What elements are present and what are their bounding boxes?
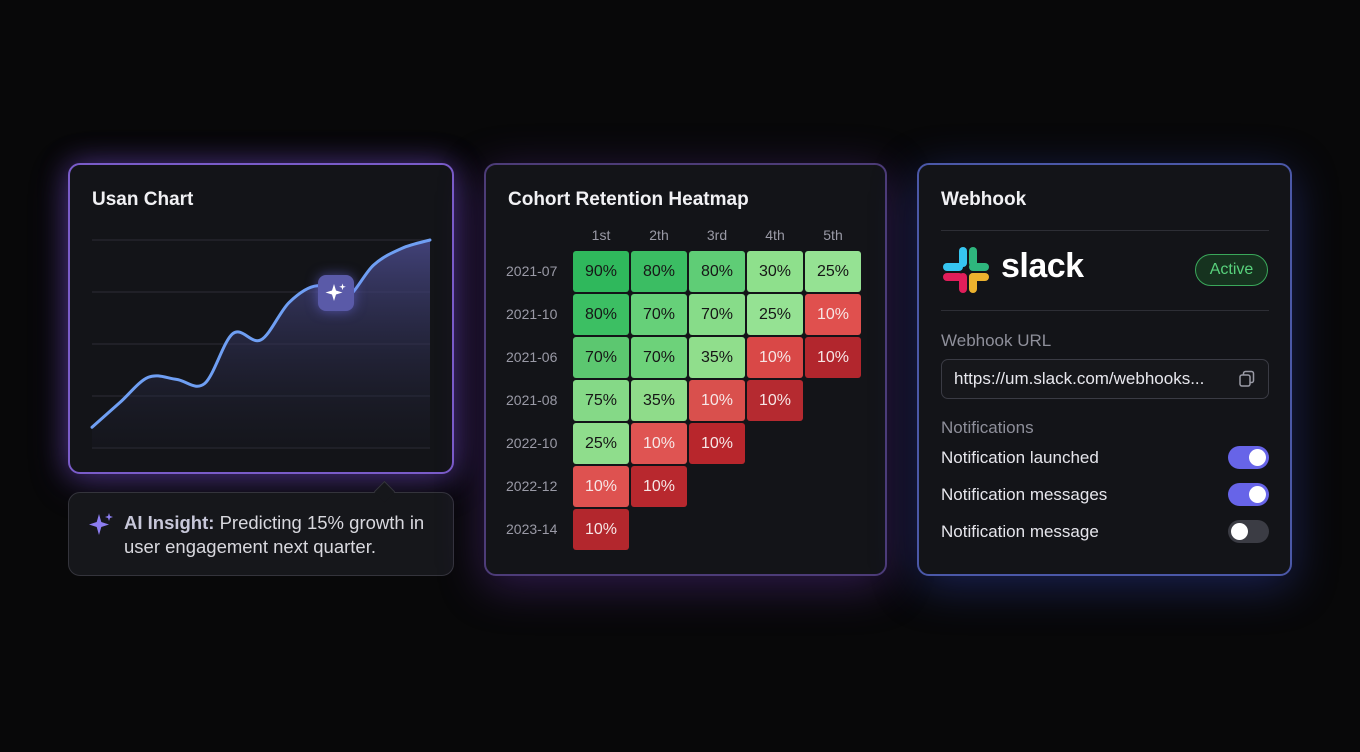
ai-insight-card: AI Insight: Predicting 15% growth in use… [68, 480, 454, 576]
notification-toggle[interactable] [1228, 520, 1269, 543]
notification-label: Notification messages [941, 485, 1108, 504]
heatmap-cell[interactable]: 25% [805, 251, 861, 292]
usage-chart-title: Usan Chart [92, 189, 194, 210]
heatmap-cell[interactable]: 10% [805, 294, 861, 335]
heatmap-cell[interactable]: 10% [747, 380, 803, 421]
slack-wordmark: slack [1001, 247, 1084, 285]
webhook-card: Webhook slack Active Webhook URL https:/… [917, 163, 1292, 576]
heatmap-cell[interactable]: 10% [689, 423, 745, 464]
webhook-url-label: Webhook URL [941, 331, 1052, 350]
heatmap-title: Cohort Retention Heatmap [508, 189, 749, 210]
toggle-knob [1231, 523, 1248, 540]
heatmap-cell[interactable]: 70% [631, 337, 687, 378]
divider [941, 230, 1269, 231]
heatmap-cell[interactable]: 35% [689, 337, 745, 378]
toggle-knob [1249, 486, 1266, 503]
heatmap-row-label: 2022-10 [506, 435, 558, 451]
usage-area-fill [92, 240, 430, 448]
notification-row: Notification launched [941, 446, 1269, 472]
heatmap-cell[interactable]: 30% [747, 251, 803, 292]
heatmap-cell[interactable]: 80% [631, 251, 687, 292]
heatmap-row-label: 2022-12 [506, 478, 558, 494]
copy-icon[interactable] [1238, 370, 1256, 388]
heatmap-cell[interactable]: 80% [573, 294, 629, 335]
heatmap-cell[interactable]: 25% [573, 423, 629, 464]
insight-text: AI Insight: Predicting 15% growth in use… [124, 511, 434, 559]
heatmap-cell[interactable]: 90% [573, 251, 629, 292]
usage-chart-card: Usan Chart [68, 163, 454, 474]
status-badge: Active [1195, 254, 1268, 286]
webhook-url-value: https://um.slack.com/webhooks... [954, 369, 1205, 388]
webhook-title: Webhook [941, 189, 1027, 210]
toggle-knob [1249, 449, 1266, 466]
heatmap-cell[interactable]: 70% [689, 294, 745, 335]
notifications-label: Notifications [941, 418, 1034, 437]
notification-row: Notification messages [941, 483, 1269, 509]
heatmap-cell[interactable]: 75% [573, 380, 629, 421]
heatmap-cell[interactable]: 35% [631, 380, 687, 421]
sparkle-icon [89, 513, 113, 535]
heatmap-row-label: 2021-07 [506, 263, 558, 279]
insight-body: Predicting 15% growth in user engagement… [124, 512, 425, 557]
usage-area-chart [90, 238, 432, 449]
insight-pointer [373, 480, 396, 503]
usage-line-series [90, 238, 432, 429]
divider [941, 310, 1269, 311]
slack-logo-icon [943, 247, 989, 293]
heatmap-cell[interactable]: 10% [631, 466, 687, 507]
cohort-heatmap-card: Cohort Retention Heatmap 1st 2th 3rd 4th 5th… [484, 163, 887, 576]
heatmap-column-header: 1st [591, 227, 611, 243]
heatmap-column-header: 4th [765, 227, 785, 243]
heatmap-cell[interactable]: 10% [631, 423, 687, 464]
heatmap-cell[interactable]: 10% [805, 337, 861, 378]
heatmap-row-label: 2023-14 [506, 521, 558, 537]
notification-label: Notification launched [941, 448, 1099, 467]
heatmap-cell[interactable]: 25% [747, 294, 803, 335]
heatmap-column-header: 2th [649, 227, 669, 243]
sparkle-icon [325, 283, 346, 301]
heatmap-cell[interactable]: 10% [573, 466, 629, 507]
heatmap-cell[interactable]: 10% [689, 380, 745, 421]
heatmap-cell[interactable]: 70% [573, 337, 629, 378]
notification-label: Notification message [941, 522, 1099, 541]
heatmap-column-header: 3rd [706, 227, 728, 243]
heatmap-cell[interactable]: 10% [747, 337, 803, 378]
heatmap-row-label: 2021-08 [506, 392, 558, 408]
notification-row: Notification message [941, 520, 1269, 546]
webhook-url-field[interactable]: https://um.slack.com/webhooks... [941, 359, 1269, 399]
heatmap-row-label: 2021-10 [506, 306, 558, 322]
insight-label: AI Insight: [124, 512, 215, 533]
heatmap-cell[interactable]: 10% [573, 509, 629, 550]
ai-marker-badge[interactable] [318, 275, 354, 311]
heatmap-cell[interactable]: 70% [631, 294, 687, 335]
notification-toggle[interactable] [1228, 446, 1269, 469]
heatmap-row-label: 2021-06 [506, 349, 558, 365]
heatmap-cell[interactable]: 80% [689, 251, 745, 292]
notification-toggle[interactable] [1228, 483, 1269, 506]
heatmap-column-header: 5th [823, 227, 843, 243]
